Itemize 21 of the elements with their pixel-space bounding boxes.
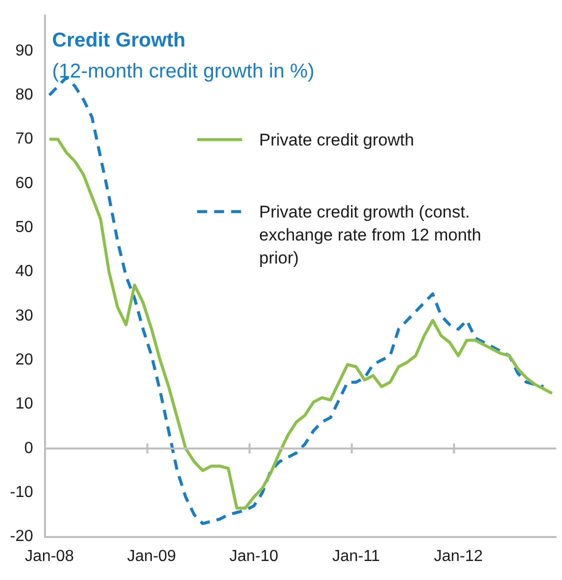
y-tick-label: 90 (15, 42, 34, 60)
y-tick-label: 50 (15, 219, 34, 236)
x-tick-label: Jan-12 (434, 548, 483, 565)
y-tick-label: 60 (15, 174, 34, 192)
legend-label: Private credit growth (259, 130, 414, 150)
text: (12-month credit growth in %) (52, 60, 314, 83)
y-tick-label: 80 (15, 86, 34, 104)
legend-label: Private credit growth (const. exchange rate from 12 month prior) (259, 202, 482, 268)
y-tick-label: 0 (24, 440, 34, 457)
x-tick-label: Jan-08 (24, 548, 74, 565)
y-tick-label: 70 (15, 130, 34, 148)
x-tick-label: Jan-09 (127, 548, 176, 565)
y-tick-label: -20 (10, 528, 34, 546)
y-tick-label: 40 (15, 263, 34, 280)
x-tick-label: Jan-10 (229, 548, 278, 565)
x-tick-label: Jan-11 (332, 548, 380, 565)
text: Credit Growth (52, 30, 186, 52)
y-tick-label: 20 (15, 352, 34, 369)
y-tick-label: 30 (15, 307, 34, 324)
y-tick-label: -10 (10, 484, 34, 502)
y-tick-label: 10 (15, 396, 34, 413)
